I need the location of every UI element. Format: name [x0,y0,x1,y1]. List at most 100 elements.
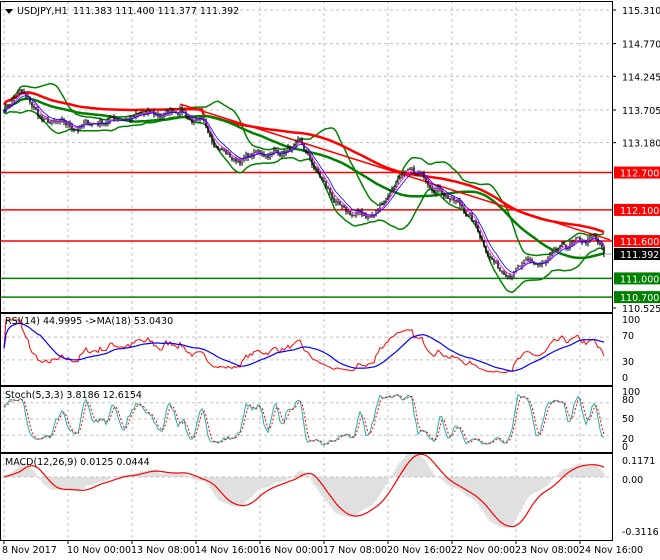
candle-body [517,265,519,269]
candle-body [447,195,449,199]
candle-body [565,244,567,248]
panel-frame [0,453,613,541]
candle-body [401,174,403,178]
indicator-tick-label: 0 [622,373,628,384]
candle-body [499,267,501,272]
rsi-line [3,319,605,374]
stoch-signal-line [3,394,605,445]
time-tick-label: 16 Nov 00:00 [259,545,323,556]
candle-body [495,260,497,263]
indicator-tick-label: 20 [622,434,634,445]
candle-body [23,91,25,94]
candle-body [219,148,221,150]
indicator-tick-label: 0.00 [622,475,643,486]
time-tick-label: 14 Nov 16:00 [195,545,259,556]
candle-body [385,197,387,203]
candle-body [249,153,251,158]
time-tick-label: 23 Nov 08:00 [515,545,579,556]
candle-body [411,167,413,170]
candle-body [209,132,211,137]
candle-body [367,216,369,219]
candle-body [161,116,163,119]
candle-body [71,125,73,129]
candle-body [113,116,115,120]
candle-body [525,258,527,261]
candle-body [111,116,113,119]
candle-body [283,150,285,154]
candle-body [311,158,313,166]
candle-body [477,224,479,233]
symbol-label: USDJPY,H1 [17,6,68,17]
candle-body [195,119,197,121]
candle-body [505,274,507,278]
candle-body [429,184,431,189]
candle-body [379,203,381,209]
candle-body [321,177,323,181]
candle-body [189,117,191,120]
candle-body [269,153,271,158]
candle-body [449,198,451,201]
candle-body [445,195,447,197]
candle-body [463,207,465,214]
indicator-tick-label: -0.3116 [622,527,659,538]
candle-body [363,214,365,216]
ma-slow-line [2,91,605,234]
collapse-triangle-icon[interactable] [5,9,13,14]
bollinger-lower [3,109,605,294]
candle-body [507,275,509,278]
candle-body [383,201,385,205]
candle-body [81,124,83,126]
candle-body [557,249,559,251]
candle-body [317,169,319,173]
candle-body [435,190,437,194]
candle-body [349,211,351,216]
candle-body [551,252,553,256]
candle-body [341,204,343,207]
ma-fast2-line [3,95,605,273]
candle-body [393,186,395,189]
candle-body [217,145,219,150]
candle-body [67,123,69,125]
candle-body [427,181,429,186]
price-panel [0,82,612,298]
candle-body [31,102,33,107]
candle-body [37,108,39,116]
candle-body [233,158,235,161]
candle-body [365,215,367,219]
candle-body [433,190,435,194]
candle-body [273,149,275,153]
candle-body [453,197,455,201]
candle-body [223,149,225,152]
candle-body [335,201,337,203]
candle-body [351,214,353,217]
candle-body [483,239,485,247]
candle-body [305,150,307,153]
indicator-tick-label: 50 [622,414,634,425]
candle-body [431,187,433,191]
level-price-label: 111.600 [620,237,659,248]
candle-body [509,275,511,278]
candle-body [501,270,503,273]
candle-body [73,128,75,130]
candle-body [325,181,327,187]
rsi-title: RSI(14) 44.9995 ->MA(18) 53.0430 [5,316,173,327]
ma-mid-line [2,97,605,260]
candle-body [461,204,463,208]
candle-body [549,254,551,259]
candle-body [523,259,525,264]
candle-body [597,238,599,244]
candle-body [5,104,7,112]
candle-body [227,152,229,155]
candle-body [409,168,411,170]
candle-body [239,160,241,164]
indicator-tick-label: 100 [622,387,640,398]
candle-body [473,220,475,222]
candle-body [19,88,21,94]
candle-body [141,112,143,114]
candle-body [529,259,531,261]
candle-body [425,177,427,182]
candle-body [263,154,265,157]
candle-body [297,138,299,142]
candle-body [441,189,443,194]
